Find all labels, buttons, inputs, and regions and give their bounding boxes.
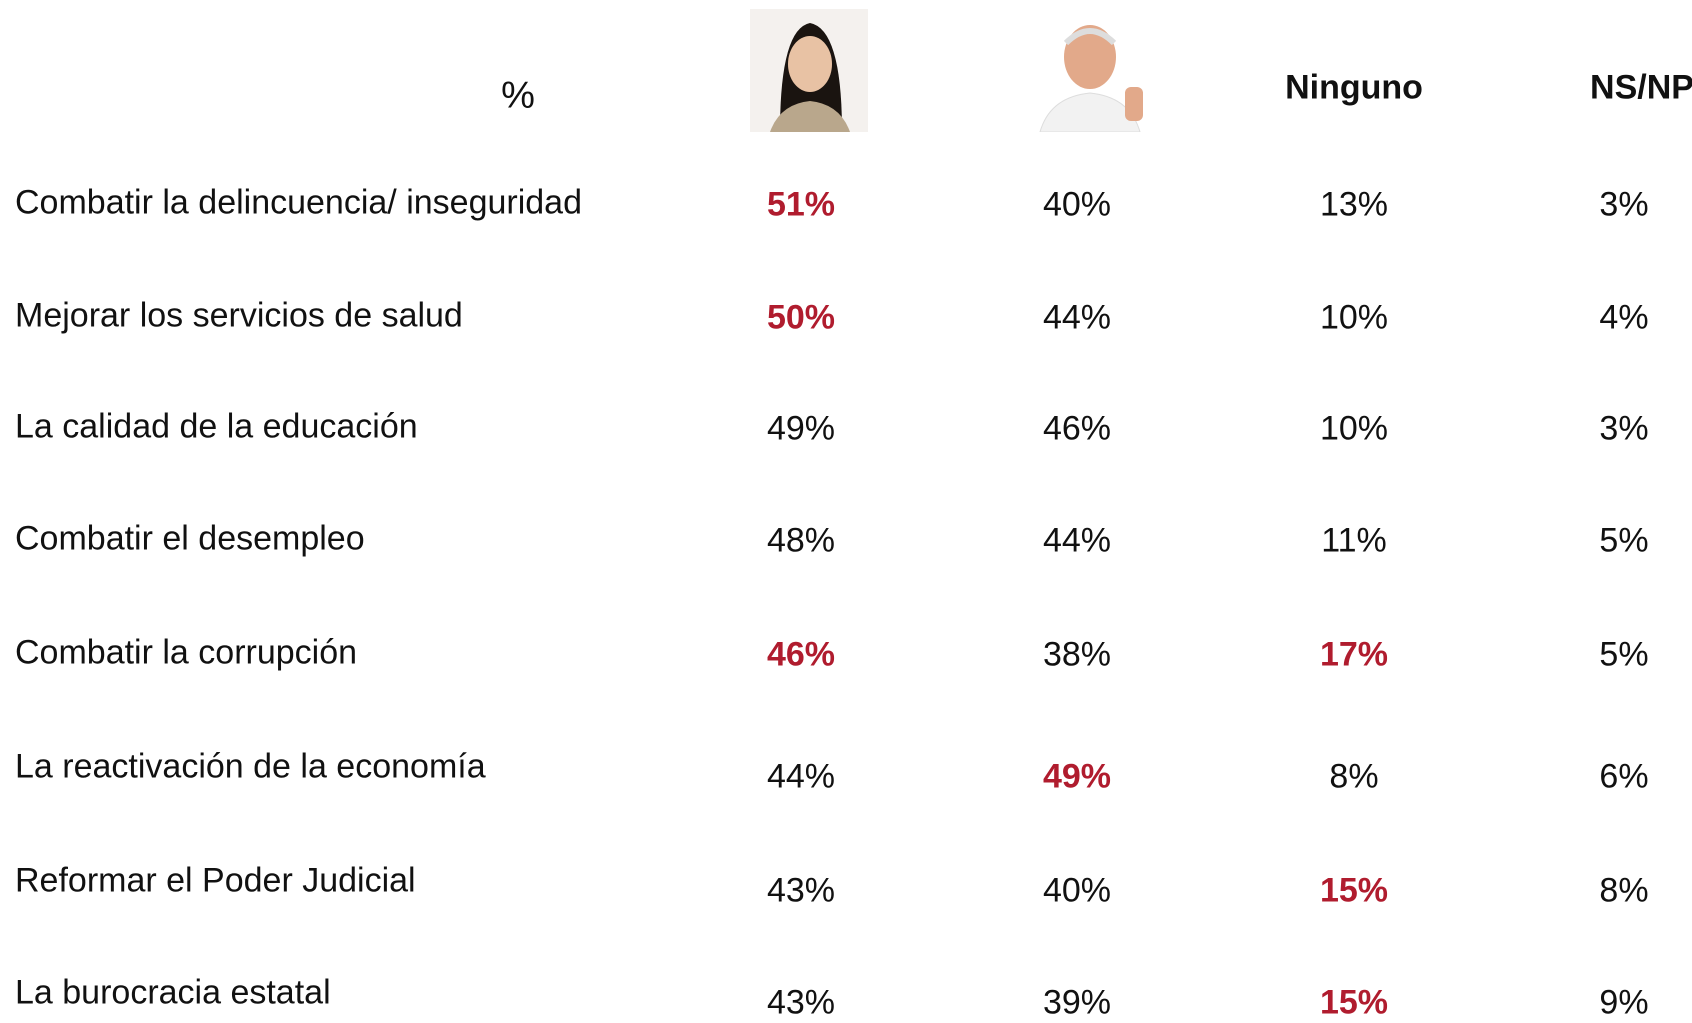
cell-value: 5% (1599, 522, 1648, 561)
cell-value: 46% (767, 636, 835, 675)
cell-value: 5% (1599, 636, 1648, 675)
cell-value: 38% (1043, 636, 1111, 675)
row-label: La reactivación de la economía (15, 748, 486, 787)
cell-value: 9% (1599, 984, 1648, 1023)
row-label: Combatir la corrupción (15, 634, 357, 673)
row-label: Combatir el desempleo (15, 520, 365, 559)
column-header: NS/NP (1590, 69, 1692, 108)
cell-value: 17% (1320, 636, 1388, 675)
column-header: Ninguno (1285, 69, 1423, 108)
row-label: La calidad de la educación (15, 408, 418, 447)
candidate-photo (1030, 9, 1163, 132)
cell-value: 44% (1043, 522, 1111, 561)
row-label: Combatir la delincuencia/ inseguridad (15, 184, 582, 223)
cell-value: 15% (1320, 872, 1388, 911)
cell-value: 3% (1599, 186, 1648, 225)
row-label: La burocracia estatal (15, 974, 331, 1013)
cell-value: 8% (1329, 758, 1378, 797)
row-label: Reformar el Poder Judicial (15, 862, 416, 901)
cell-value: 13% (1320, 186, 1388, 225)
cell-value: 6% (1599, 758, 1648, 797)
cell-value: 11% (1321, 522, 1387, 561)
cell-value: 43% (767, 984, 835, 1023)
corner-label: % (501, 75, 535, 118)
cell-value: 40% (1043, 872, 1111, 911)
cell-value: 49% (1043, 758, 1111, 797)
cell-value: 51% (767, 186, 835, 225)
cell-value: 10% (1320, 299, 1388, 338)
cell-value: 39% (1043, 984, 1111, 1023)
cell-value: 10% (1320, 410, 1388, 449)
cell-value: 44% (1043, 299, 1111, 338)
cell-value: 43% (767, 872, 835, 911)
page: % (() => { const data = JSON.parse(docum… (0, 0, 1692, 1012)
cell-value: 49% (767, 410, 835, 449)
cell-value: 46% (1043, 410, 1111, 449)
cell-value: 44% (767, 758, 835, 797)
row-label: Mejorar los servicios de salud (15, 297, 463, 336)
cell-value: 8% (1599, 872, 1648, 911)
cell-value: 48% (767, 522, 835, 561)
cell-value: 4% (1599, 299, 1648, 338)
cell-value: 40% (1043, 186, 1111, 225)
cell-value: 50% (767, 299, 835, 338)
candidate-photo (750, 9, 868, 132)
cell-value: 15% (1320, 984, 1388, 1023)
cell-value: 3% (1599, 410, 1648, 449)
